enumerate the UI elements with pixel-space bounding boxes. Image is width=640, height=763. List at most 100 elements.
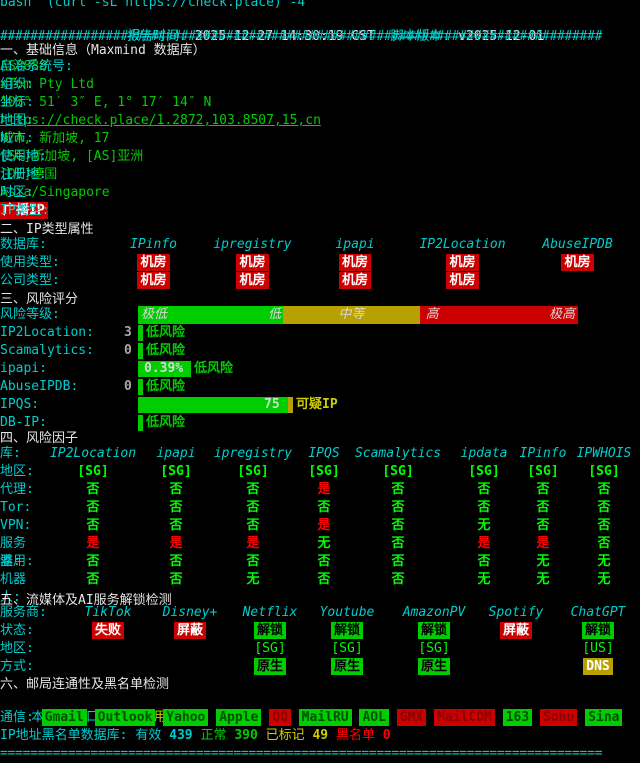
label-coords: 坐标: [0, 95, 34, 110]
db-header-1: ipregistry [213, 237, 292, 252]
label-comm: 通信: [0, 710, 34, 725]
risk-factor-cell: 无 [317, 536, 331, 551]
db-header-4: AbuseIPDB [542, 237, 613, 252]
risk-factor-cell: [SG] [468, 464, 500, 479]
risk-factor-row: 地区: [SG] [SG] [SG] [SG] [SG] [SG] [SG] [SG] [0, 463, 640, 481]
report-time-value: 2025-12-27 14:30:19 CST [194, 29, 375, 44]
score-verdict-abuseipdb: 低风险 [146, 379, 186, 394]
risk-factor-label: 滥用: [0, 554, 34, 569]
score-value-ip2location: 3 [124, 325, 132, 340]
mail-provider-badge: MailRU [298, 709, 352, 726]
risk-factor-cell: 否 [477, 482, 491, 497]
mail-provider-badge: Yahoo [163, 709, 209, 726]
label-map: 地图: [0, 113, 34, 128]
score-bar-ip2location [138, 325, 143, 341]
risk-factor-cell: 否 [246, 500, 260, 515]
label-provider: 服务商: [0, 605, 47, 620]
db-header-3: IP2Location [419, 237, 506, 252]
mail-provider-badge: Sina [585, 709, 623, 726]
risk-factor-cell: 否 [317, 554, 331, 569]
score-verdict-ip2location: 低风险 [146, 325, 186, 340]
risk-factor-cell: 否 [536, 500, 550, 515]
blacklist-stat-value: 49 [312, 728, 329, 743]
risk-factor-cell: 否 [391, 482, 405, 497]
risk-factor-cell: 否 [246, 518, 260, 533]
value-coords: 103° 51′ 3″ E, 1° 17′ 14″ N [0, 95, 212, 110]
basic-row-register-location: 注册地: [DE]德国 [0, 166, 640, 184]
label-timezone: 时区: [0, 185, 34, 200]
label-db-short: 库: [0, 446, 21, 461]
risk-factor-cell: [SG] [308, 464, 340, 479]
score-row-ipapi: ipapi: 0.39% 低风险 [0, 360, 640, 378]
sp-status-0: 失败 [91, 622, 124, 639]
score-bar-ipqs [138, 397, 288, 413]
score-value-abuseipdb: 0 [124, 379, 132, 394]
sp-name-3: Youtube [319, 605, 375, 620]
basic-row-ip-type: IP类型: 广播IP [0, 202, 640, 220]
section-1-heading: 一、基础信息（Maxmind 数据库） [0, 43, 206, 58]
label-score-ipqs: IPQS: [0, 397, 40, 412]
risk-factor-cell: 无 [597, 572, 611, 587]
risk-factor-cell: 否 [477, 554, 491, 569]
risk-factor-cell: 无 [597, 554, 611, 569]
risk-factor-cell: 否 [317, 572, 331, 587]
label-company-type: 公司类型: [0, 273, 60, 288]
section-4-table: 库: IP2Location ipapi ipregistry IPQS Sca… [0, 445, 640, 605]
sp-name-2: Netflix [242, 605, 298, 620]
risk-factor-cell: 否 [597, 518, 611, 533]
script-version-label: 脚本版本: [390, 29, 451, 44]
risk-factor-cell: 否 [86, 500, 100, 515]
risk-factor-cell: 否 [169, 500, 183, 515]
value-timezone: Asia/Singapore [0, 185, 110, 200]
stream-method-row: 方式: 原生 原生 原生 DNS [0, 658, 640, 676]
sp-name-4: AmazonPV [402, 605, 466, 620]
basic-row-map[interactable]: 地图: https://check.place/1.2872,103.8507,1… [0, 112, 640, 130]
risk-factor-cell: 否 [536, 518, 550, 533]
mail-badge-list: Gmail Outlook Yahoo Apple QQ MailRU AOL … [41, 709, 623, 726]
usage-type-3: 机房 [446, 254, 479, 271]
section-2-heading: 二、IP类型属性 [0, 222, 94, 237]
label-ip-type: IP类型: [0, 203, 50, 218]
score-bar-ipapi [138, 361, 191, 377]
risk-factor-cell: 否 [86, 518, 100, 533]
status-row: 状态: 失败 屏蔽 解锁 解锁 解锁 屏蔽 解锁 [0, 622, 640, 640]
risk-factor-cell: [SG] [527, 464, 559, 479]
map-link[interactable]: https://check.place/1.2872,103.8507,15,c… [0, 113, 321, 128]
risk-factor-row: 代理: 否 否 否 是 否 否 否 否 [0, 481, 640, 499]
basic-row-city: 城市: N/A, 新加坡, 17 [0, 130, 640, 148]
risk-factor-cell: 否 [391, 500, 405, 515]
rf-db-4: Scamalytics [354, 446, 442, 461]
sp-region-3: [SG] [331, 641, 363, 656]
mail-provider-badge: MailCOM [434, 709, 495, 726]
risk-factor-row: 滥用: 否 否 否 否 否 否 无 无 [0, 553, 640, 571]
usage-type-4: 机房 [561, 254, 594, 271]
risk-factor-row: Tor: 否 否 否 否 否 否 否 否 [0, 499, 640, 517]
risk-gauge: 极低 低 中等 高 极高 [138, 306, 578, 324]
risk-factor-cell: 是 [317, 518, 331, 533]
value-org: xTom Pty Ltd [0, 77, 94, 92]
gauge-seg-3: 高 [419, 306, 482, 324]
value-city: N/A, 新加坡, 17 [0, 131, 110, 146]
sp-name-0: TikTok [84, 605, 132, 620]
rf-db-1: ipapi [156, 446, 196, 461]
blacklist-stat-value: 0 [382, 728, 391, 743]
gauge-seg-0: 极低 [138, 306, 226, 324]
sp-method-4: 原生 [417, 658, 450, 675]
value-asn: AS8888 [0, 59, 47, 74]
score-row-ipqs: IPQS: 75 可疑IP [0, 396, 640, 414]
sp-method-3: 原生 [330, 658, 363, 675]
mail-provider-badge: QQ [269, 709, 291, 726]
risk-factor-cell: 否 [536, 482, 550, 497]
risk-factor-cell: 无 [246, 572, 260, 587]
risk-factor-label: 代理: [0, 482, 34, 497]
risk-factor-cell: 否 [169, 482, 183, 497]
section-6-heading: 六、邮局连通性及黑名单检测 [0, 677, 170, 692]
risk-factor-cell: 否 [86, 572, 100, 587]
ip-type-badge: 广播IP [0, 202, 48, 219]
score-bar-abuseipdb [138, 379, 143, 395]
basic-row-org: 组织: xTom Pty Ltd [0, 76, 640, 94]
score-verdict-scamalytics: 低风险 [146, 343, 186, 358]
risk-factor-cell: 否 [317, 500, 331, 515]
rf-db-6: IPinfo [519, 446, 567, 461]
risk-factor-cell: 是 [86, 536, 100, 551]
